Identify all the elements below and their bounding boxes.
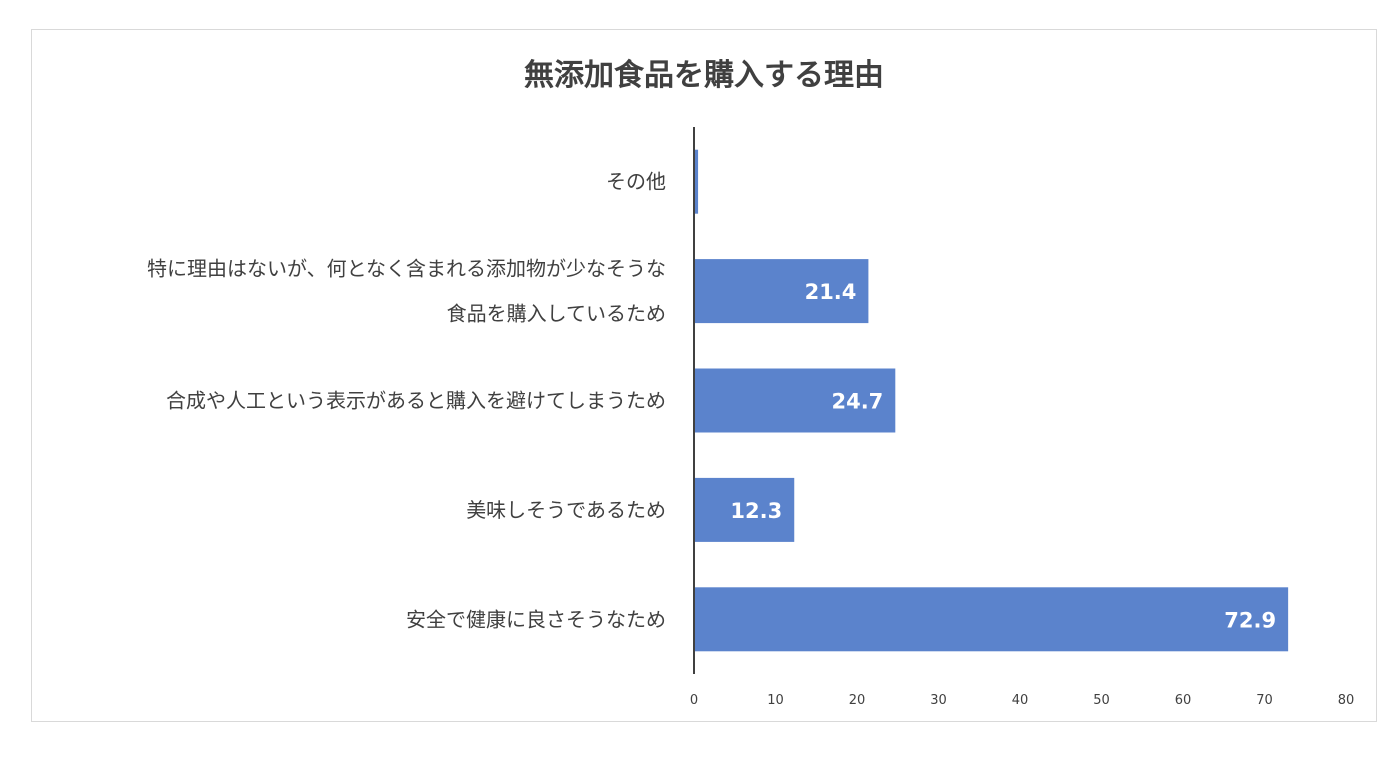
category-label-1-line-0: 特に理由はないが、何となく含まれる添加物が少なそうな (147, 257, 666, 281)
bar-0 (694, 149, 699, 214)
x-tick-label-70: 70 (1256, 693, 1273, 708)
bar-4 (694, 587, 1289, 652)
bar-3 (694, 477, 795, 542)
x-tick-label-40: 40 (1012, 693, 1029, 708)
x-tick-label-50: 50 (1093, 693, 1110, 708)
bar-1 (694, 259, 869, 324)
category-label-0: その他 (606, 170, 666, 194)
bar-2 (694, 368, 896, 433)
category-labels: その他特に理由はないが、何となく含まれる添加物が少なそうな食品を購入しているため… (147, 170, 666, 632)
x-tick-label-60: 60 (1175, 693, 1192, 708)
data-label-4: 72.9 (1224, 608, 1276, 632)
x-tick-label-20: 20 (849, 693, 866, 708)
bars-group (694, 149, 1289, 652)
data-label-3: 12.3 (730, 499, 782, 523)
data-label-1: 21.4 (805, 280, 857, 304)
x-tick-label-80: 80 (1338, 693, 1355, 708)
category-label-4: 安全で健康に良さそうなため (406, 607, 666, 631)
data-label-2: 24.7 (831, 390, 883, 414)
data-labels: 21.4 24.7 12.3 72.9 (730, 280, 1276, 632)
chart-title: 無添加食品を購入する理由 (524, 58, 884, 93)
category-label-2: 合成や人工という表示があると購入を避けてしまうため (166, 389, 666, 413)
category-label-1-line-1: 食品を購入しているため (447, 302, 666, 326)
category-label-3: 美味しそうであるため (466, 498, 666, 522)
x-tick-label-0: 0 (690, 693, 698, 708)
x-tick-label-10: 10 (767, 693, 784, 708)
x-axis-ticks: 0 10 20 30 40 50 60 70 80 (690, 693, 1354, 708)
x-tick-label-30: 30 (930, 693, 947, 708)
